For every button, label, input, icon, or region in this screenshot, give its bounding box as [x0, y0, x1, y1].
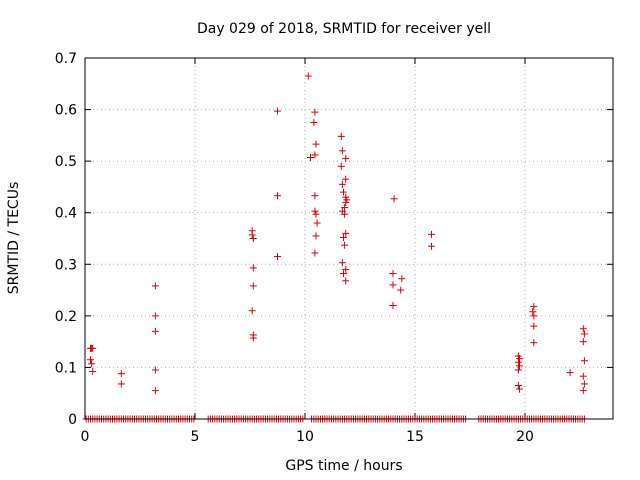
y-tick-label: 0.3: [55, 257, 77, 273]
data-point: [580, 380, 588, 388]
data-point: [342, 175, 350, 183]
y-tick-label: 0.1: [55, 360, 77, 376]
data-point: [579, 387, 587, 395]
data-point: [88, 360, 96, 368]
data-point: [342, 155, 350, 163]
data-point: [312, 232, 320, 240]
x-axis-label: GPS time / hours: [285, 458, 402, 474]
data-point: [117, 380, 125, 388]
x-tick-label: 5: [191, 429, 200, 445]
data-point: [579, 372, 587, 380]
data-point: [341, 241, 349, 249]
y-axis-label: SRMTID / TECUs: [6, 182, 22, 295]
data-point: [389, 281, 397, 289]
data-point: [530, 339, 538, 347]
data-point: [304, 72, 312, 80]
x-tick-label: 15: [406, 429, 424, 445]
data-point: [390, 195, 398, 203]
x-tick-label: 20: [516, 429, 534, 445]
data-point: [311, 249, 319, 257]
data-point: [514, 358, 522, 366]
data-point: [311, 108, 319, 116]
data-point: [342, 229, 350, 237]
data-point: [530, 322, 538, 330]
data-point: [514, 366, 522, 374]
y-tick-label: 0.7: [55, 51, 77, 67]
data-point: [342, 265, 350, 273]
data-point: [307, 154, 314, 162]
data-point: [337, 162, 345, 170]
data-point: [338, 147, 346, 155]
data-point: [516, 385, 523, 393]
data-point: [342, 198, 350, 206]
grid: [85, 58, 613, 419]
data-point: [248, 231, 256, 239]
data-point: [87, 356, 94, 364]
data-point: [313, 219, 321, 227]
data-point: [340, 188, 347, 196]
data-point: [311, 192, 319, 200]
data-point: [338, 180, 346, 188]
data-point: [342, 277, 350, 285]
data-point: [89, 368, 97, 376]
data-point: [341, 210, 349, 218]
data-point: [338, 259, 346, 267]
chart-title: Day 029 of 2018, SRMTID for receiver yel…: [197, 21, 491, 37]
data-point: [530, 303, 538, 311]
data-point: [89, 344, 97, 352]
data-point: [428, 230, 435, 238]
data-point: [248, 307, 256, 315]
data-point: [311, 151, 319, 159]
data-point: [398, 275, 406, 283]
y-tick-label: 0.4: [55, 206, 77, 222]
y-tick-label: 0.6: [55, 103, 77, 119]
data-point: [514, 381, 522, 389]
data-point: [516, 355, 523, 363]
data-point: [274, 107, 281, 115]
data-point: [337, 132, 345, 140]
data-point: [249, 334, 257, 342]
data-point: [579, 325, 587, 333]
data-point: [117, 370, 125, 378]
data-point: [151, 282, 159, 290]
data-point: [249, 235, 257, 242]
y-tick-label: 0.2: [55, 309, 77, 325]
data-point: [516, 362, 523, 370]
data-point: [580, 357, 588, 365]
data-point: [566, 369, 574, 377]
data-point: [311, 207, 319, 215]
data-point: [249, 264, 257, 272]
y-tick-label: 0: [68, 412, 77, 428]
data-point: [428, 242, 435, 250]
data-point: [389, 270, 397, 278]
data-point: [151, 312, 159, 320]
y-tick-label: 0.5: [55, 154, 77, 170]
data-point: [274, 253, 281, 261]
data-point: [312, 140, 320, 148]
data-points: [82, 72, 588, 423]
data-point: [340, 270, 347, 278]
data-point: [580, 330, 588, 338]
x-tick-label: 10: [296, 429, 314, 445]
data-point: [151, 366, 159, 374]
data-point: [151, 327, 159, 335]
data-point: [341, 204, 349, 212]
data-point: [529, 308, 537, 316]
data-point: [389, 302, 397, 310]
axis-ticks: 0 5 10 15 20 0 0.1 0.2 0.3 0.4 0.5 0.6 0.7: [55, 51, 613, 445]
data-point: [530, 312, 538, 320]
data-point: [310, 118, 318, 126]
data-point: [312, 210, 320, 218]
data-point: [151, 387, 159, 395]
data-point: [249, 282, 257, 290]
plot-frame: [84, 57, 614, 420]
data-point: [274, 192, 281, 200]
data-point: [579, 338, 587, 346]
data-point: [397, 286, 405, 294]
data-point: [340, 233, 347, 241]
x-tick-label: 0: [81, 429, 90, 445]
